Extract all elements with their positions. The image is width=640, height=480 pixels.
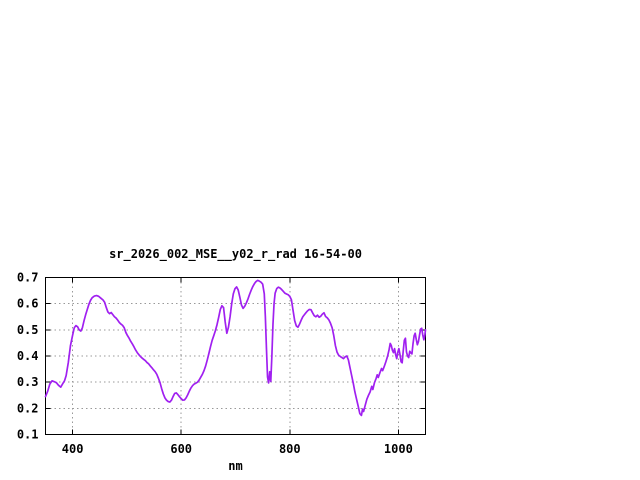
x-tick-label: 400 xyxy=(62,442,84,456)
y-tick-label: 0.4 xyxy=(17,349,39,363)
y-tick-label: 0.3 xyxy=(17,375,39,389)
x-tick-label: 600 xyxy=(170,442,192,456)
y-tick-label: 0.1 xyxy=(17,428,39,442)
x-axis-label: nm xyxy=(228,459,243,473)
x-tick-label: 1000 xyxy=(384,442,413,456)
y-tick-label: 0.5 xyxy=(17,323,39,337)
x-tick-label: 800 xyxy=(279,442,301,456)
data-curve xyxy=(44,279,427,417)
y-tick-label: 0.2 xyxy=(17,401,39,415)
y-tick-label: 0.7 xyxy=(17,271,39,285)
y-tick-label: 0.6 xyxy=(17,297,39,311)
chart-title: sr_2026_002_MSE__y02_r_rad 16-54-00 xyxy=(109,247,362,261)
